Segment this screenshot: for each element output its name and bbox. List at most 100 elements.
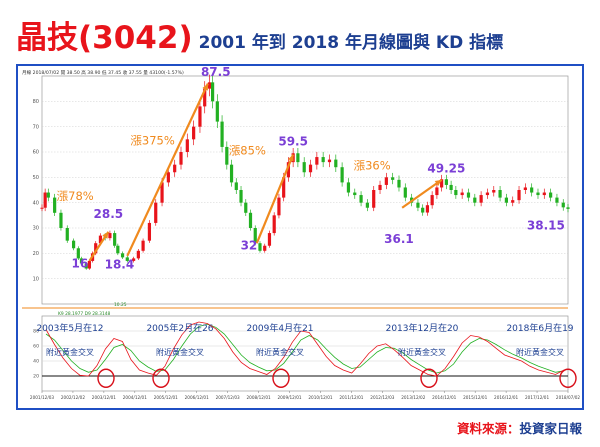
- candle-body: [192, 126, 196, 140]
- candle-body: [435, 187, 439, 196]
- top-readout: 月線 2018/07/02 開 38.50 高 38.90 低 37.45 收 …: [22, 69, 184, 76]
- candle-body: [225, 146, 229, 165]
- chart-title: 晶技(3042): [16, 20, 193, 56]
- candle-body: [76, 248, 80, 259]
- candle-body: [79, 258, 84, 264]
- candle-body: [561, 202, 565, 208]
- candle-body: [173, 164, 177, 173]
- candle-body: [248, 212, 253, 228]
- candle-body: [466, 192, 471, 198]
- candle-body: [203, 88, 207, 107]
- chart-area: 月線 2018/07/02 開 38.50 高 38.90 低 37.45 收 …: [22, 66, 580, 400]
- candle-body: [239, 190, 243, 203]
- candle-body: [391, 177, 395, 180]
- k-line: [45, 321, 565, 377]
- candle-body: [179, 152, 183, 165]
- candle-body: [43, 192, 47, 208]
- kd-note-line2: 附近黃金交叉: [516, 347, 564, 357]
- kd-panel: [45, 321, 565, 377]
- low-marker-label: 10.25: [114, 302, 127, 308]
- source-value: 投資家日報: [519, 421, 582, 436]
- kd-note-line2: 附近黃金交叉: [156, 347, 204, 357]
- kd-note-line2: 附近黃金交叉: [46, 347, 94, 357]
- y-tick-label: 80: [33, 99, 39, 105]
- candle-body: [473, 197, 477, 203]
- candle-body: [536, 192, 540, 196]
- candle-body: [116, 245, 120, 254]
- x-tick-label: 2007/12/03: [216, 395, 240, 400]
- y-tick-label: 50: [33, 175, 39, 181]
- golden-cross-circle: [420, 368, 438, 388]
- chart-axes: 月線 2018/07/02 開 38.50 高 38.90 低 37.45 收 …: [22, 69, 580, 400]
- x-tick-label: 2006/12/01: [185, 395, 209, 400]
- price-label: 36.1: [384, 232, 414, 246]
- price-label: 18.4: [105, 258, 135, 272]
- chart-subtitle: 2001 年到 2018 年月線圖與 KD 指標: [198, 33, 504, 53]
- x-tick-label: 2009/12/01: [277, 395, 301, 400]
- y-tick-label: 60: [33, 150, 39, 156]
- candle-body: [403, 187, 407, 198]
- candle-body: [296, 153, 300, 163]
- kd-panel-border: [41, 315, 569, 392]
- y-tick-label: 40: [33, 200, 39, 206]
- kd-note-line2: 附近黃金交叉: [398, 347, 446, 357]
- x-tick-label: 2005/12/01: [154, 395, 178, 400]
- rise-arrow-head: [202, 83, 208, 91]
- candle-body: [444, 179, 448, 185]
- candle-body: [440, 179, 444, 188]
- y-tick-label: 30: [33, 226, 39, 232]
- candle-body: [258, 243, 262, 251]
- candle-body: [234, 182, 238, 190]
- candle-body: [220, 121, 224, 147]
- candle-body: [327, 159, 332, 163]
- candle-body: [141, 240, 145, 251]
- x-tick-label: 2011/12/01: [339, 395, 363, 400]
- candle-body: [87, 260, 91, 269]
- candle-body: [517, 190, 521, 201]
- x-tick-label: 2001/12/03: [30, 395, 54, 400]
- sub-readout: K9 28.1977 D9 28.3148: [58, 311, 111, 317]
- kd-note-line1: 2005年2月在26: [146, 322, 213, 334]
- candle-body: [365, 202, 369, 208]
- candle-body: [449, 184, 453, 190]
- candle-body: [113, 233, 117, 246]
- candle-body: [542, 192, 546, 196]
- price-label: 59.5: [278, 135, 308, 149]
- candle-body: [132, 258, 136, 261]
- candle-body: [263, 245, 267, 251]
- candle-body: [98, 235, 103, 244]
- kd-note-line2: 附近黃金交叉: [256, 347, 304, 357]
- golden-cross-circle: [559, 368, 577, 388]
- candle-body: [136, 250, 140, 259]
- x-tick-label: 2015/12/01: [463, 395, 487, 400]
- candle-body: [59, 212, 63, 228]
- golden-cross-circle: [272, 368, 290, 388]
- candle-body: [154, 202, 158, 223]
- candle-body: [282, 177, 286, 198]
- rise-arrow-head: [287, 154, 294, 162]
- candle-body: [498, 190, 502, 198]
- candle-body: [321, 157, 325, 163]
- candle-body: [215, 101, 219, 122]
- candle-body: [530, 187, 534, 193]
- golden-cross-circle: [152, 368, 170, 388]
- candle-body: [555, 197, 559, 203]
- candle-body: [566, 207, 570, 209]
- candle-body: [334, 159, 338, 168]
- candle-body: [160, 182, 164, 203]
- candle-body: [454, 190, 458, 196]
- candle-body: [378, 184, 382, 190]
- x-tick-label: 2016/12/01: [494, 395, 518, 400]
- candle-body: [511, 200, 515, 203]
- candle-body: [267, 233, 272, 246]
- candle-body: [346, 182, 351, 193]
- candle-body: [277, 197, 281, 216]
- candle-body: [207, 82, 212, 89]
- candle-body: [253, 228, 257, 244]
- candle-body: [492, 190, 496, 193]
- candle-body: [397, 179, 401, 188]
- x-tick-label: 2003/12/01: [92, 395, 116, 400]
- candle-body: [125, 257, 129, 261]
- y-tick-label: 20: [33, 251, 39, 257]
- x-tick-label: 2017/12/01: [525, 395, 549, 400]
